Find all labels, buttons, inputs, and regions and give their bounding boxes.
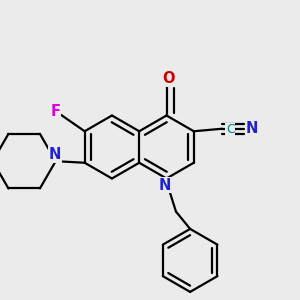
Text: F: F bbox=[51, 104, 61, 119]
Text: N: N bbox=[49, 147, 61, 162]
Text: N: N bbox=[159, 178, 172, 193]
Text: O: O bbox=[162, 71, 174, 86]
Text: N: N bbox=[245, 121, 258, 136]
Text: C: C bbox=[226, 123, 235, 136]
